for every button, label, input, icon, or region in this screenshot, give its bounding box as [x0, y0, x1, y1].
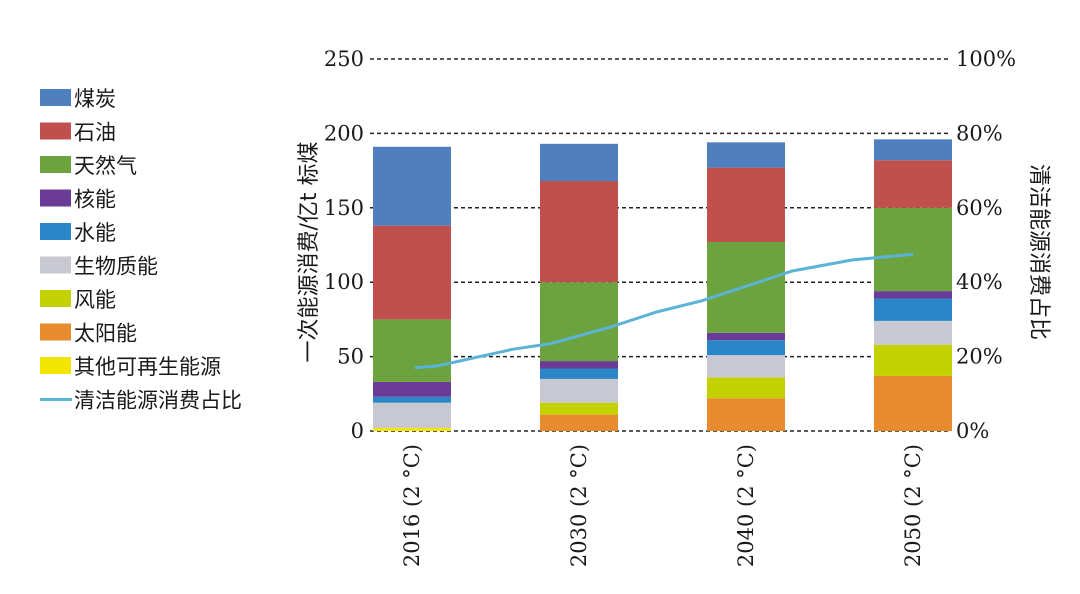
- legend-label: 核能: [74, 188, 116, 212]
- bar-segment: [373, 402, 451, 429]
- legend-swatch: [40, 89, 71, 106]
- legend-label: 太阳能: [74, 322, 137, 346]
- bar-segment: [874, 291, 952, 299]
- right-tick-label: 60%: [956, 196, 1003, 220]
- legend-swatch: [40, 189, 71, 207]
- bar-segment: [707, 340, 785, 356]
- legend-label: 石油: [74, 121, 116, 145]
- bar-segment: [707, 167, 785, 243]
- bar-segment: [540, 378, 618, 403]
- bar-segment: [540, 368, 618, 379]
- stacked-bars: [373, 139, 952, 431]
- bar-segment: [707, 332, 785, 341]
- right-tick-label: 100%: [956, 47, 1016, 71]
- category-label: 2030 (2 °C): [567, 444, 591, 567]
- grid-lines: [370, 58, 948, 432]
- legend-label: 水能: [74, 221, 116, 245]
- category-label: 2040 (2 °C): [734, 444, 758, 567]
- bar-segment: [373, 428, 451, 431]
- legend-swatch: [40, 156, 71, 173]
- right-axis: 0% 20% 40% 60% 80% 100%: [956, 47, 1016, 443]
- bar-segment: [540, 414, 618, 431]
- bar-segment: [373, 225, 451, 320]
- legend-label: 生物质能: [74, 255, 158, 279]
- bar-segment: [874, 344, 952, 376]
- bar-segment: [540, 361, 618, 369]
- legend-label: 清洁能源消费占比: [74, 389, 242, 413]
- bar-segment: [874, 375, 952, 431]
- right-axis-title: 清洁能源消费占比: [1026, 164, 1051, 340]
- legend-swatch: [40, 223, 71, 240]
- legend-label: 煤炭: [74, 87, 116, 111]
- legend-label: 其他可再生能源: [74, 355, 221, 379]
- bar-segment: [540, 143, 618, 182]
- left-tick-label: 0: [351, 419, 364, 443]
- bar-segment: [540, 282, 618, 362]
- bar-segment: [373, 146, 451, 226]
- bar-segment: [540, 181, 618, 283]
- bar-segment: [373, 381, 451, 397]
- legend-swatch: [40, 357, 71, 374]
- left-tick-label: 150: [324, 196, 364, 220]
- right-tick-label: 40%: [956, 270, 1003, 294]
- bar-segment: [874, 298, 952, 321]
- right-tick-label: 20%: [956, 345, 1003, 369]
- category-label: 2050 (2 °C): [901, 444, 925, 567]
- bar-segment: [707, 355, 785, 378]
- legend-swatch: [40, 256, 71, 274]
- legend-label: 天然气: [74, 154, 137, 178]
- legend-swatch: [40, 290, 71, 307]
- clean-share-line: [414, 252, 914, 370]
- legend-swatch: [40, 122, 71, 140]
- left-tick-label: 100: [324, 270, 364, 294]
- bar-segment: [874, 160, 952, 208]
- right-tick-label: 80%: [956, 121, 1003, 145]
- bar-segment: [874, 320, 952, 345]
- legend-swatch: [40, 323, 71, 341]
- legend-label: 风能: [74, 288, 116, 312]
- bar-segment: [707, 398, 785, 431]
- bar-segment: [373, 396, 451, 403]
- bar-segment: [874, 139, 952, 161]
- category-label: 2016 (2 °C): [400, 444, 424, 567]
- bar-segment: [373, 319, 451, 382]
- category-labels: 2016 (2 °C) 2030 (2 °C) 2040 (2 °C) 2050 (2…: [400, 444, 925, 567]
- left-tick-label: 200: [324, 121, 364, 145]
- bar-segment: [707, 142, 785, 168]
- bar-segment: [707, 377, 785, 399]
- left-axis-title: 一次能源消费/亿t 标煤: [297, 141, 322, 362]
- left-tick-label: 250: [324, 47, 364, 71]
- left-tick-label: 50: [337, 345, 364, 369]
- bar-segment: [540, 402, 618, 415]
- right-tick-label: 0%: [956, 419, 989, 443]
- bar-segment: [874, 207, 952, 292]
- clean-share-polyline: [414, 252, 914, 370]
- left-axis: 0 50 100 150 200 250: [324, 47, 364, 443]
